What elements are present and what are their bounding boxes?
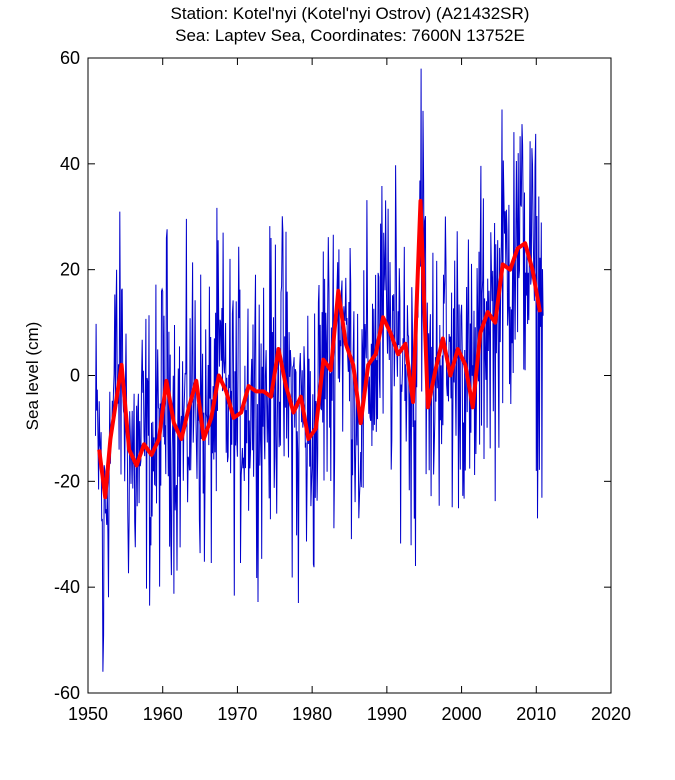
annual-mean-point [367, 364, 369, 366]
annual-mean-point [375, 353, 377, 355]
annual-mean-point [203, 438, 205, 440]
annual-mean-point [449, 375, 451, 376]
annual-mean-point [322, 359, 324, 361]
annual-mean-point [412, 401, 414, 403]
annual-mean-point [225, 390, 227, 392]
annual-mean-point [98, 449, 100, 451]
x-tick-label: 1960 [143, 704, 183, 724]
annual-mean-point [434, 369, 436, 371]
annual-mean-point [315, 427, 317, 429]
x-tick-label: 1970 [217, 704, 257, 724]
annual-mean-point [180, 438, 182, 440]
annual-mean-point [524, 242, 526, 244]
annual-mean-point [390, 332, 392, 334]
annual-mean-point [292, 412, 294, 414]
x-tick-label: 1980 [292, 704, 332, 724]
annual-mean-point [128, 449, 130, 451]
monthly-series [95, 68, 544, 672]
annual-mean-point [218, 375, 220, 376]
x-tick-label: 2000 [442, 704, 482, 724]
annual-mean-point [464, 364, 466, 366]
annual-mean-point [173, 422, 175, 424]
annual-mean-point [307, 438, 309, 440]
annual-mean-point [487, 311, 489, 313]
annual-mean-point [330, 369, 332, 371]
annual-mean-point [300, 396, 302, 398]
y-tick-label: 40 [60, 154, 80, 174]
annual-mean-point [405, 343, 407, 345]
x-tick-label: 2010 [516, 704, 556, 724]
y-tick-label: -20 [54, 471, 80, 491]
annual-mean-point [442, 337, 444, 339]
annual-mean-point [427, 406, 429, 408]
y-tick-label: -60 [54, 683, 80, 703]
chart-subtitle: Sea: Laptev Sea, Coordinates: 7600N 1375… [175, 26, 525, 45]
annual-mean-point [151, 454, 153, 456]
annual-mean-point [509, 269, 511, 271]
x-tick-label: 2020 [591, 704, 631, 724]
annual-mean-point [345, 343, 347, 345]
annual-mean-point [248, 385, 250, 387]
annual-mean-point [255, 390, 257, 392]
annual-mean-line [97, 198, 542, 500]
annual-mean-point [233, 417, 235, 419]
annual-mean-point [136, 464, 138, 466]
annual-mean-point [397, 353, 399, 355]
annual-series [97, 198, 542, 500]
annual-mean-point [158, 438, 160, 440]
y-tick-label: 20 [60, 260, 80, 280]
x-tick-label: 1950 [68, 704, 108, 724]
y-tick-label: 60 [60, 48, 80, 68]
annual-mean-point [165, 380, 167, 382]
annual-mean-point [240, 412, 242, 414]
annual-mean-point [532, 269, 534, 271]
annual-mean-point [188, 406, 190, 408]
x-tick-label: 1990 [367, 704, 407, 724]
annual-mean-point [109, 438, 111, 440]
annual-mean-point [337, 290, 339, 292]
annual-mean-point [210, 417, 212, 419]
annual-mean-point [195, 380, 197, 382]
annual-mean-point [517, 248, 519, 249]
y-tick-label: -40 [54, 577, 80, 597]
annual-mean-point [278, 348, 280, 350]
axes: 1950 1960 1970 1980 1990 2000 2010 2020 -60 -40 -2… [54, 48, 631, 724]
annual-mean-point [360, 422, 362, 424]
annual-mean-point [285, 385, 287, 387]
monthly-line [95, 68, 544, 672]
chart-title: Station: Kotel'nyi (Kotel'nyi Ostrov) (A… [170, 4, 530, 23]
annual-mean-point [457, 348, 459, 350]
annual-mean-point [104, 496, 106, 498]
annual-mean-point [263, 390, 265, 392]
annual-mean-point [539, 311, 541, 313]
annual-mean-point [502, 263, 504, 265]
y-tick-label: 0 [70, 366, 80, 386]
annual-mean-point [121, 364, 123, 366]
annual-mean-point [382, 316, 384, 318]
annual-mean-point [143, 443, 145, 445]
annual-mean-point [270, 396, 272, 398]
annual-mean-point [479, 332, 481, 334]
annual-mean-point [494, 322, 496, 324]
annual-mean-point [472, 406, 474, 408]
annual-mean-point [419, 200, 421, 202]
annual-mean-point [352, 364, 354, 366]
y-axis-label: Sea level (cm) [23, 322, 42, 431]
